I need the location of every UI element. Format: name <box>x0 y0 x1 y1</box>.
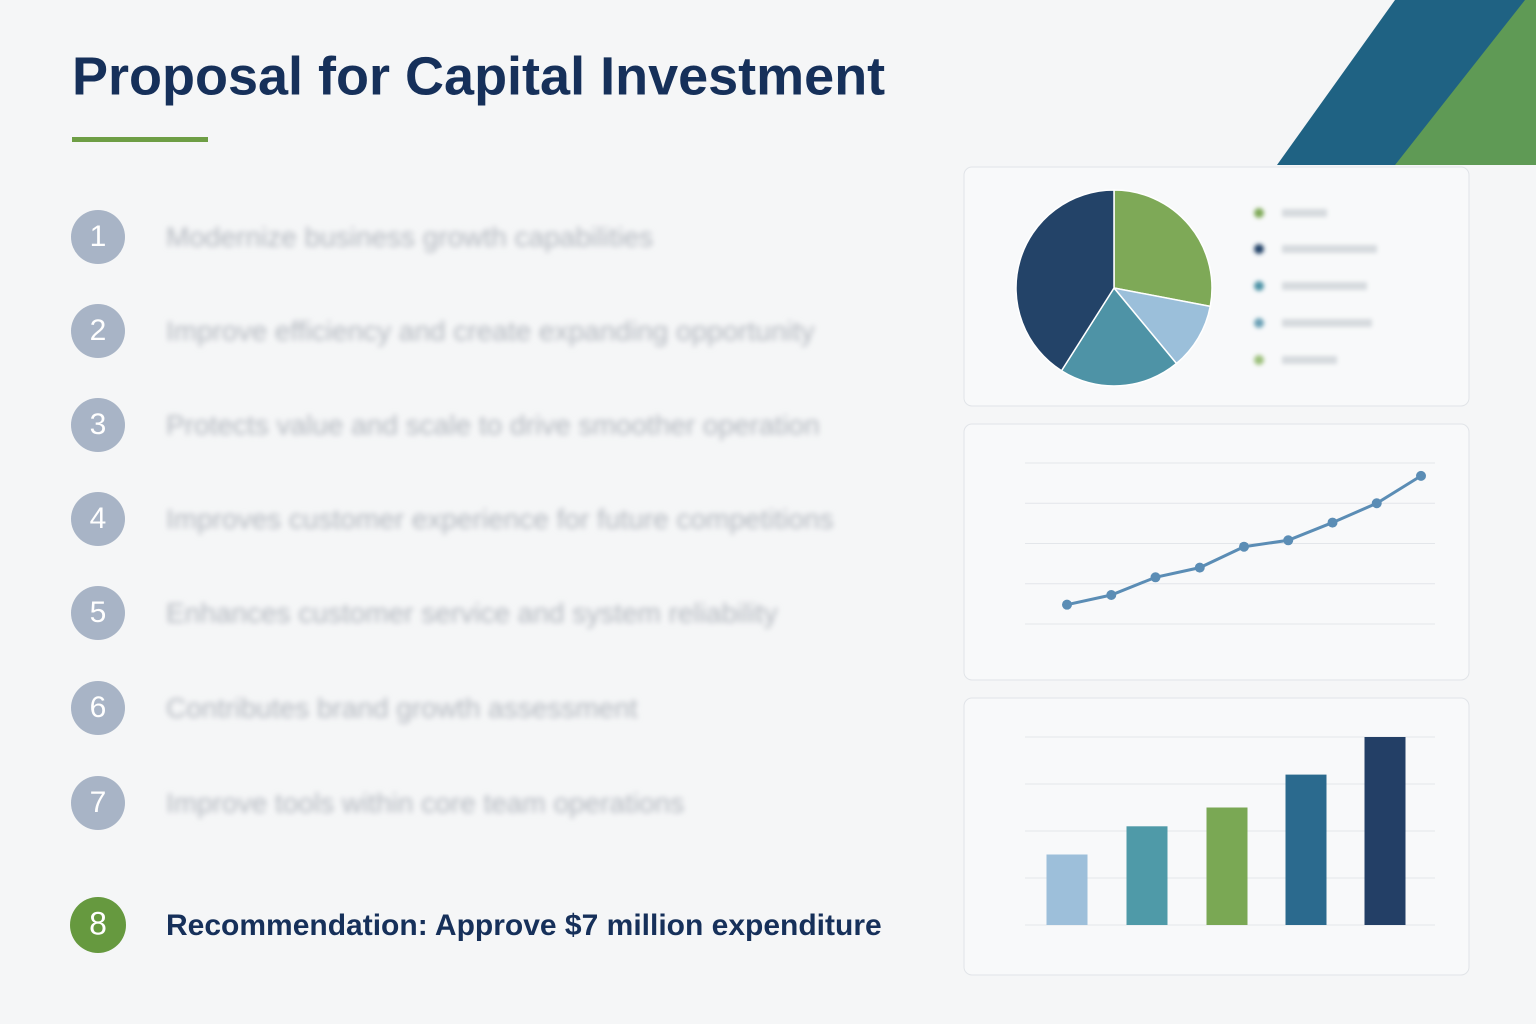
item-text: Protects value and scale to drive smooth… <box>166 409 820 440</box>
decor-band <box>1395 0 1536 165</box>
legend-dot <box>1254 208 1264 218</box>
item-badge <box>71 304 125 358</box>
legend-dot <box>1254 355 1264 365</box>
bar <box>1046 854 1088 925</box>
item-badge <box>71 398 125 452</box>
item-number: 1 <box>90 220 107 253</box>
bar <box>1285 774 1327 925</box>
legend-text <box>1282 209 1327 217</box>
legend-dot <box>1254 244 1264 254</box>
line-point <box>1416 470 1426 481</box>
item-number: 2 <box>90 314 107 347</box>
item-text: Improve tools within core team operation… <box>166 787 684 818</box>
item-text: Improve efficiency and create expanding … <box>166 315 815 346</box>
legend-text <box>1282 319 1372 327</box>
line-point <box>1194 562 1205 573</box>
recommendation-text: Recommendation: Approve $7 million expen… <box>166 909 882 942</box>
title: Proposal for Capital Investment <box>72 46 885 106</box>
item-number: 5 <box>90 596 107 629</box>
item-number: 3 <box>90 408 107 441</box>
line-point <box>1106 590 1117 601</box>
item-number: 4 <box>90 502 107 535</box>
line-point <box>1371 498 1382 509</box>
bar <box>1206 807 1248 925</box>
item-text: Contributes brand growth assessment <box>166 692 638 723</box>
legend-text <box>1282 282 1367 290</box>
item-badge <box>71 776 125 830</box>
pie-slice <box>1113 189 1213 308</box>
pie-slice <box>1015 189 1115 372</box>
panel <box>963 423 1470 681</box>
line-point <box>1062 599 1072 610</box>
line-point <box>1327 517 1338 528</box>
pie-legend <box>1254 208 1377 365</box>
pie-slice <box>1112 286 1212 365</box>
item-badge <box>71 681 125 735</box>
legend-text <box>1282 356 1337 364</box>
title-underline <box>72 137 208 142</box>
line-point <box>1150 572 1161 583</box>
legend-dot <box>1254 281 1264 291</box>
item-text: Modernize business growth capabilities <box>166 221 653 252</box>
legend-text <box>1282 245 1377 253</box>
pie-slice <box>1060 286 1178 387</box>
item-badge <box>71 210 125 264</box>
line-point <box>1283 535 1294 546</box>
bar <box>1126 826 1168 925</box>
recommendation-number: 8 <box>89 905 107 941</box>
line-point <box>1239 541 1249 552</box>
item-badge <box>71 492 125 546</box>
recommendation-badge <box>70 897 126 953</box>
item-number: 6 <box>90 691 107 724</box>
bar <box>1364 737 1406 925</box>
item-badge <box>71 586 125 640</box>
legend-dot <box>1254 318 1264 328</box>
item-number: 7 <box>90 786 107 819</box>
item-text: Enhances customer service and system rel… <box>166 597 778 628</box>
item-text: Improves customer experience for future … <box>166 503 834 534</box>
